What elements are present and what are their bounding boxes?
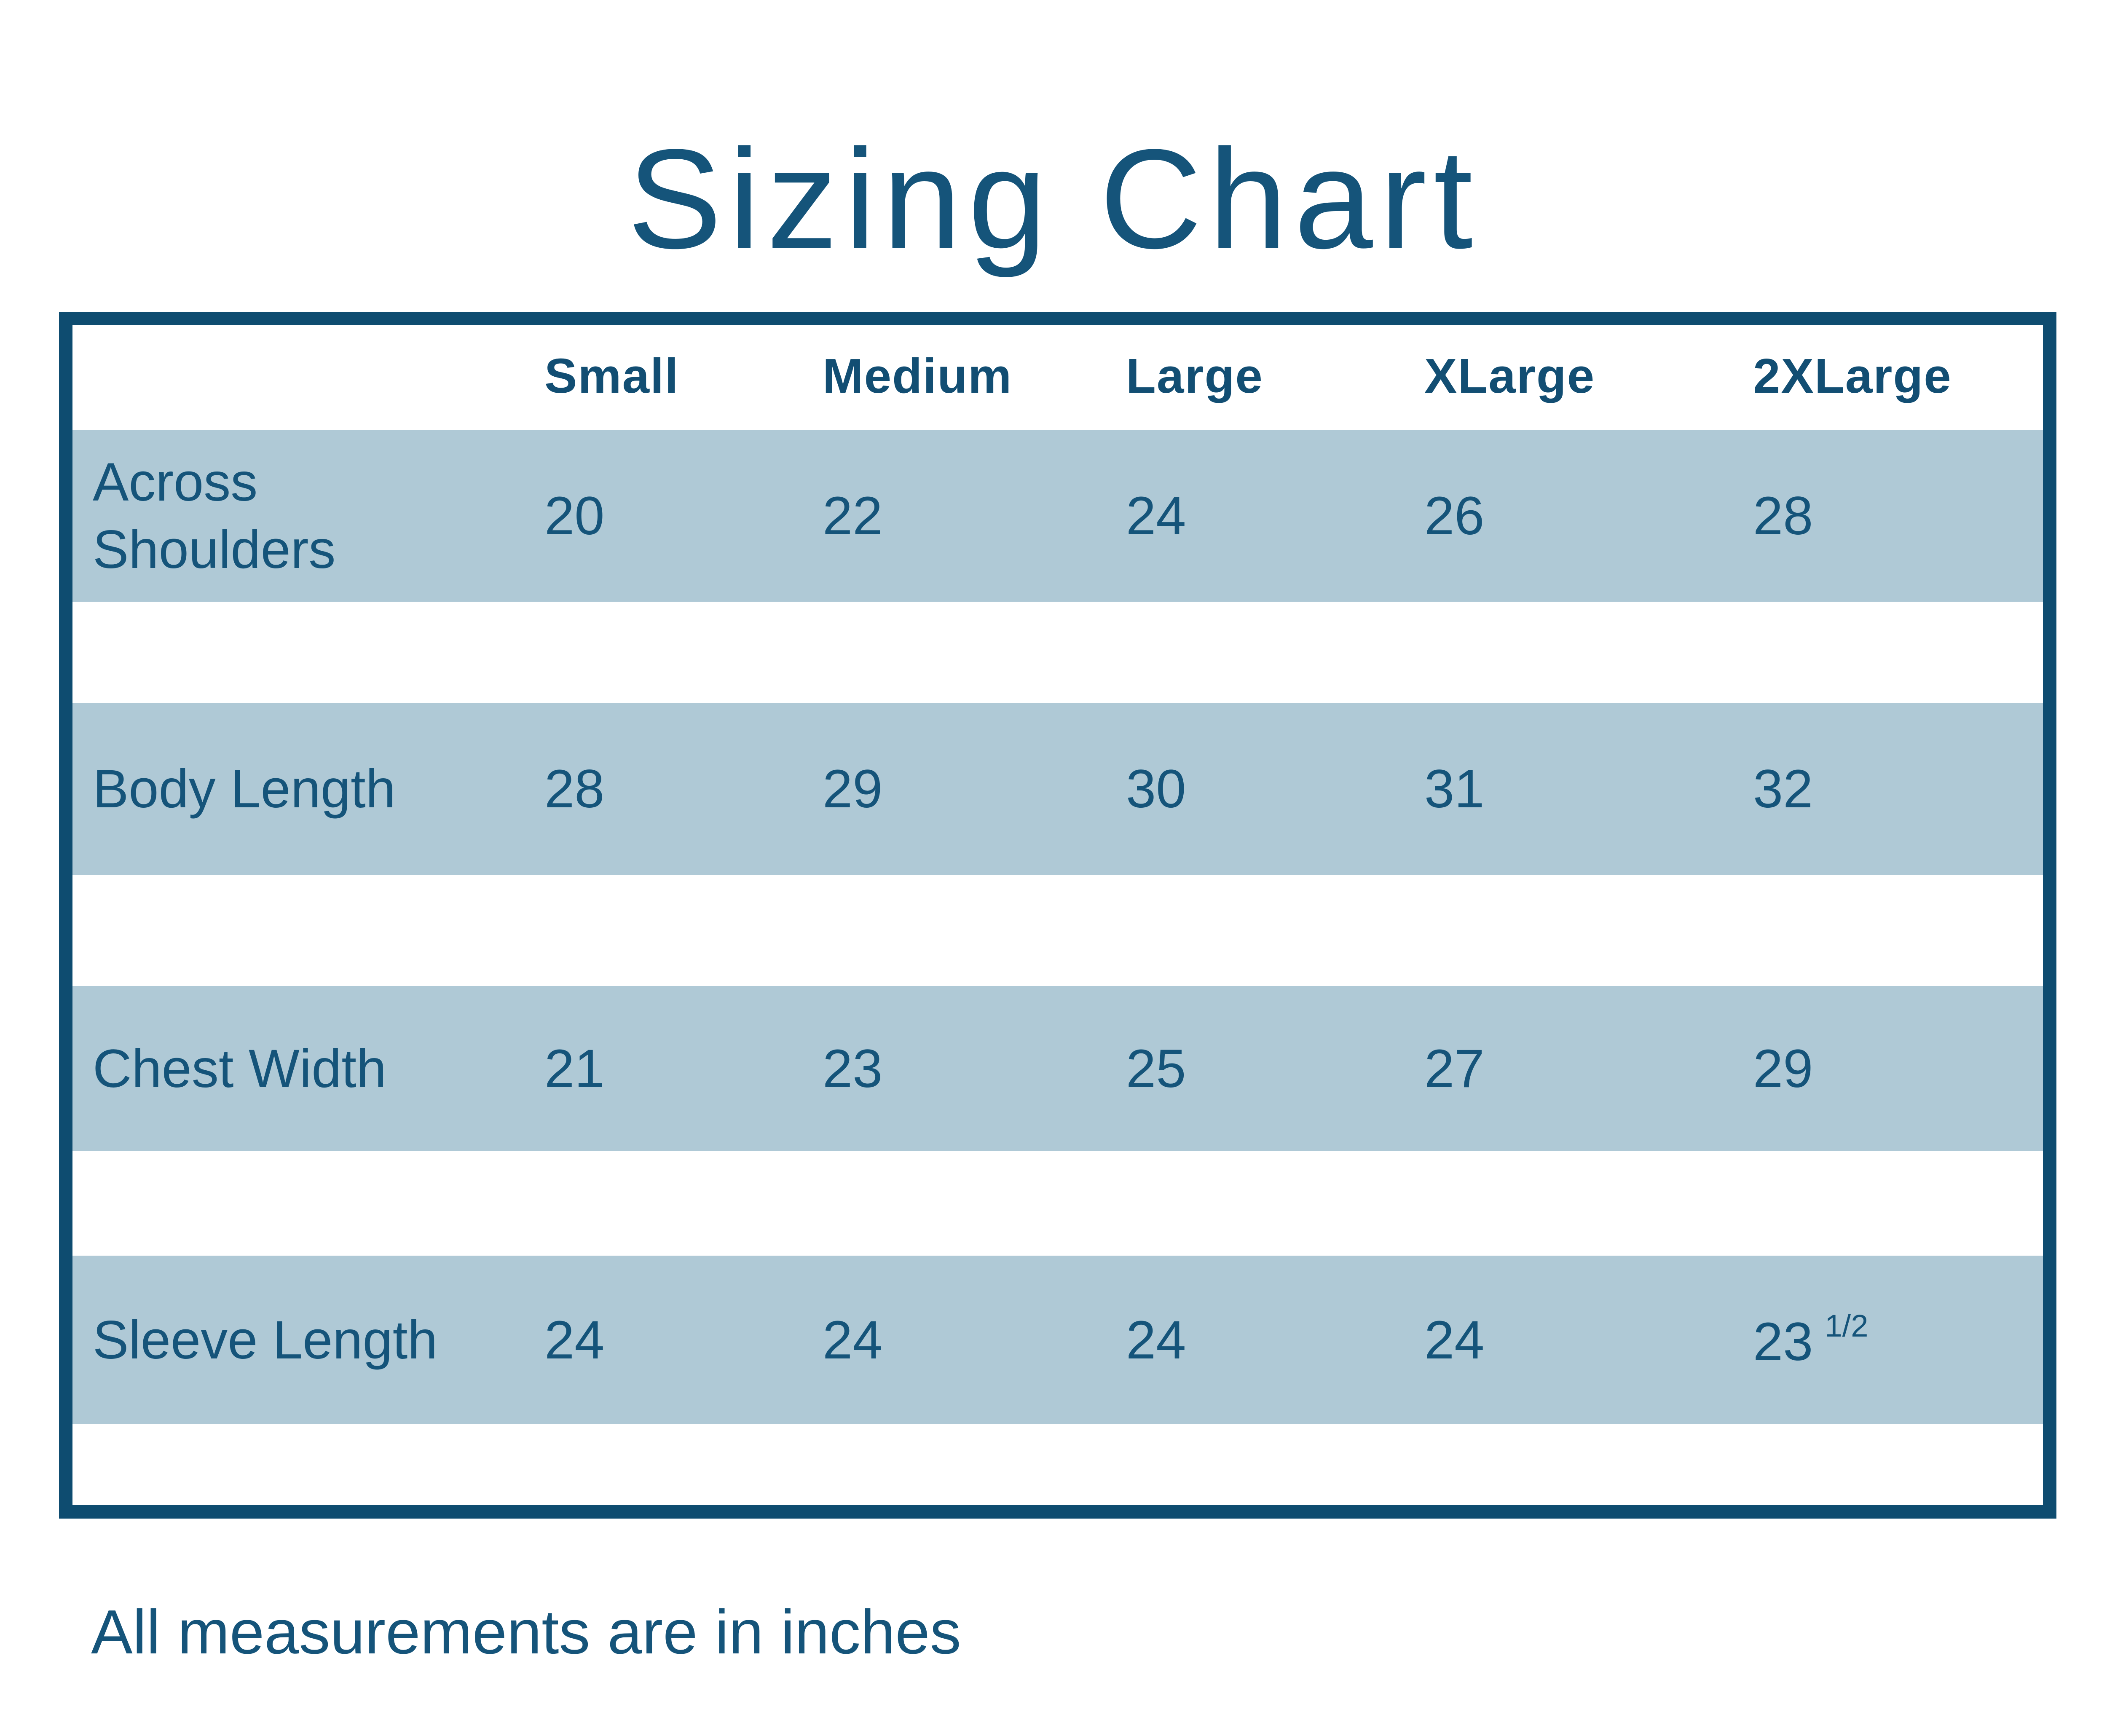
cell-sleeve-length-medium: 24	[823, 1310, 883, 1370]
cell-body-length-small: 28	[544, 758, 605, 819]
size-header-small: Small	[544, 350, 679, 405]
cell-body-length-medium: 29	[823, 758, 883, 819]
row-label: Across Shoulders	[93, 452, 336, 580]
row-label: Chest Width	[93, 1038, 387, 1099]
cell-sleeve-length-2xlarge: 23 1/2	[1753, 1307, 1868, 1371]
cell-chest-width-small: 21	[544, 1038, 605, 1099]
size-header-row: Small Medium Large XLarge 2XLarge	[72, 325, 2043, 430]
size-header-2xlarge: 2XLarge	[1753, 350, 1952, 405]
size-header-medium: Medium	[823, 350, 1013, 405]
cell-across-shoulders-xlarge: 26	[1424, 485, 1485, 546]
table-row-body-length: Body Length 28 29 30 31 32	[72, 703, 2043, 875]
cell-chest-width-2xlarge: 29	[1753, 1038, 1813, 1099]
cell-body-length-2xlarge: 32	[1753, 758, 1813, 819]
cell-chest-width-large: 25	[1126, 1038, 1186, 1099]
cell-sleeve-length-xlarge: 24	[1424, 1310, 1485, 1370]
footnote: All measurements are in inches	[91, 1598, 961, 1667]
cell-across-shoulders-small: 20	[544, 485, 605, 546]
cell-across-shoulders-large: 24	[1126, 485, 1186, 546]
sizing-table: Small Medium Large XLarge 2XLarge Across…	[59, 312, 2056, 1519]
half-fraction: 1/2	[1825, 1307, 1868, 1342]
cell-chest-width-xlarge: 27	[1424, 1038, 1485, 1099]
cell-sleeve-length-large: 24	[1126, 1310, 1186, 1370]
cell-body-length-large: 30	[1126, 758, 1186, 819]
spacer-row	[72, 875, 2043, 986]
table-row-sleeve-length: Sleeve Length 24 24 24 24 23 1/2	[72, 1256, 2043, 1424]
cell-across-shoulders-medium: 22	[823, 485, 883, 546]
table-row-across-shoulders: Across Shoulders 20 22 24 26 28	[72, 430, 2043, 602]
cell-body-length-xlarge: 31	[1424, 758, 1485, 819]
cell-chest-width-medium: 23	[823, 1038, 883, 1099]
size-header-xlarge: XLarge	[1424, 350, 1595, 405]
table-row-chest-width: Chest Width 21 23 25 27 29	[72, 986, 2043, 1151]
row-label: Body Length	[93, 758, 396, 819]
row-label: Sleeve Length	[93, 1310, 438, 1370]
cell-sleeve-length-small: 24	[544, 1310, 605, 1370]
spacer-row	[72, 1151, 2043, 1256]
size-header-large: Large	[1126, 350, 1263, 405]
page-title: Sizing Chart	[627, 120, 1480, 278]
cell-across-shoulders-2xlarge: 28	[1753, 485, 1813, 546]
spacer-row	[72, 602, 2043, 703]
